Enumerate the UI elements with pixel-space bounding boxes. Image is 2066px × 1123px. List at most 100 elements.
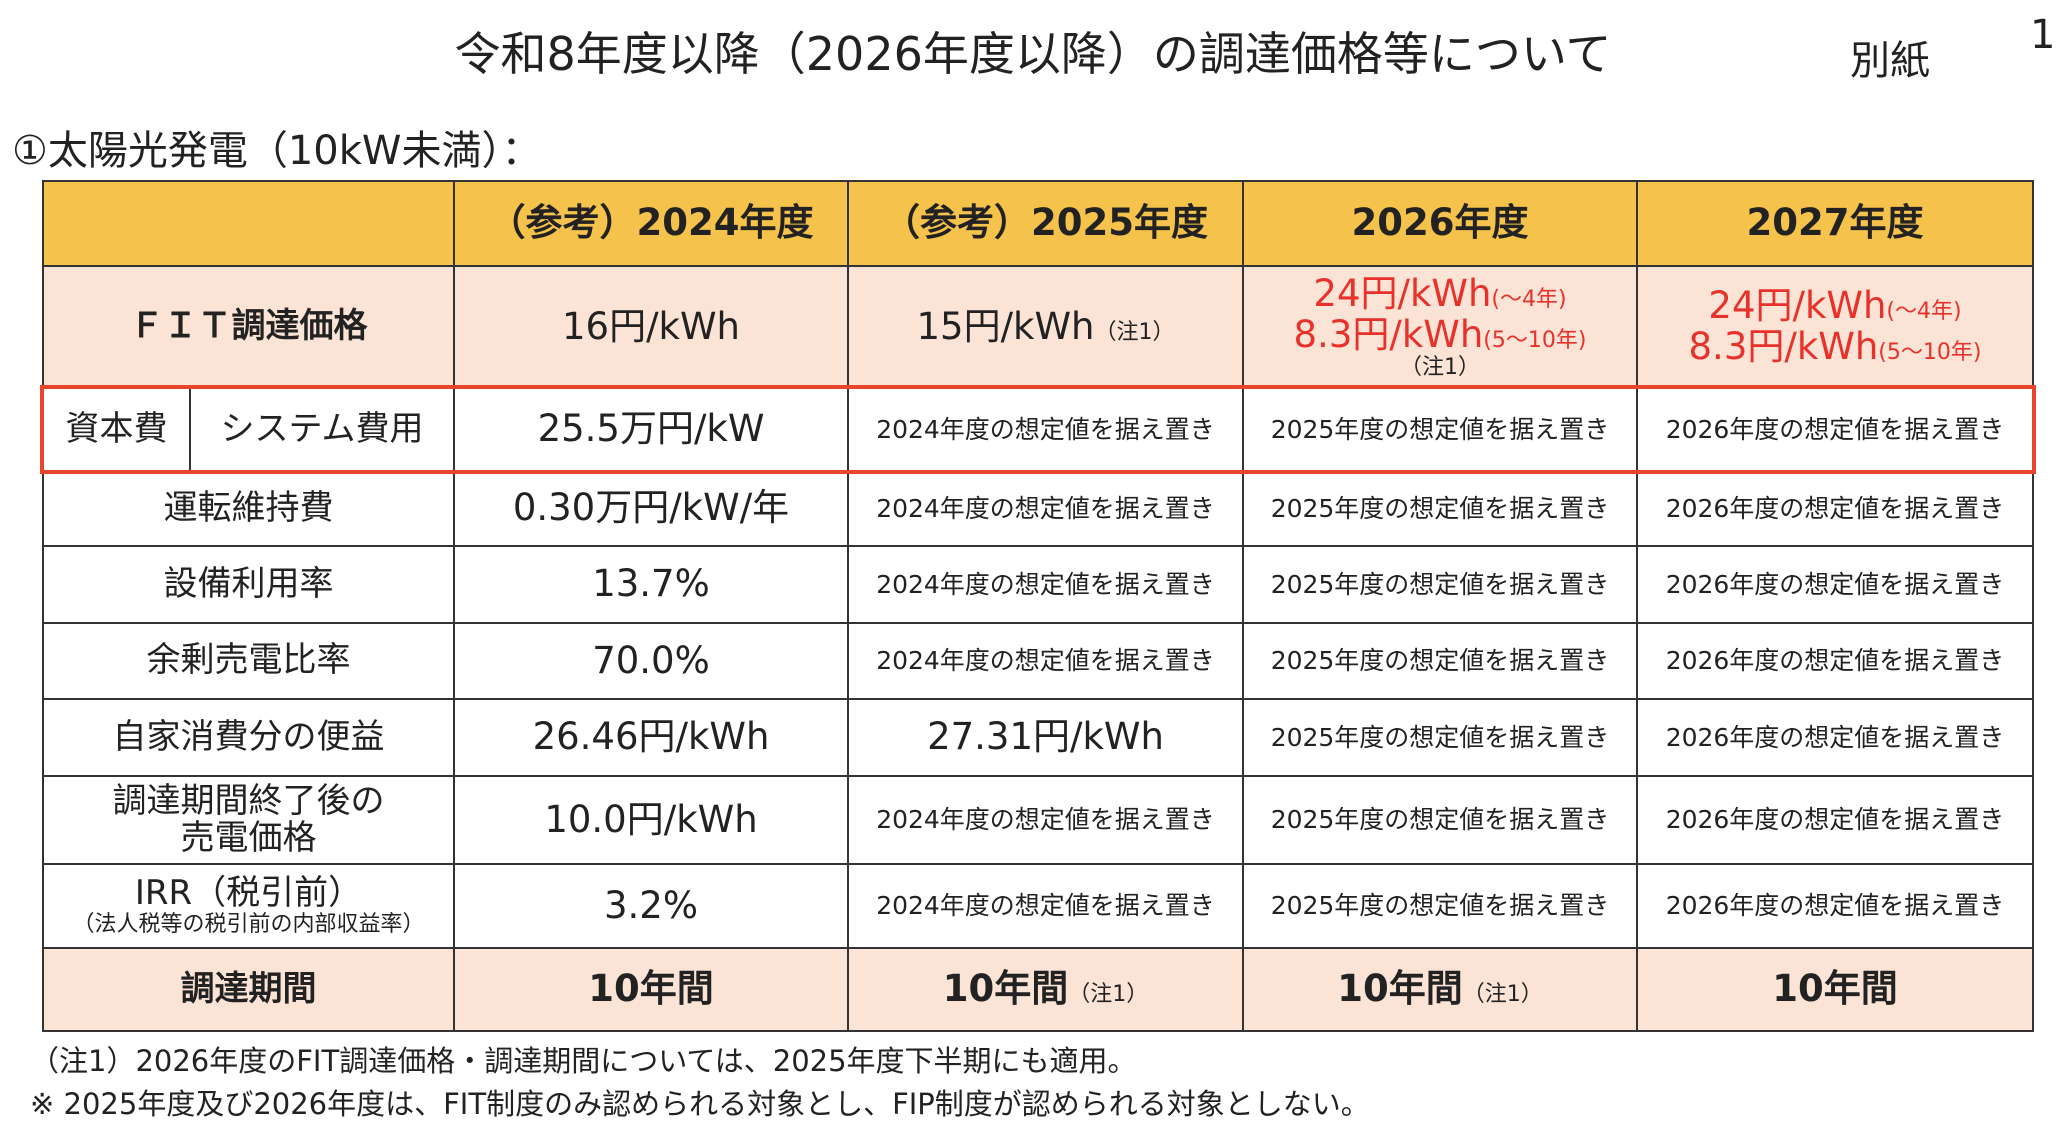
value-cell: 0.30万円/kW/年 <box>453 470 849 547</box>
cell-text: 10年間 <box>1337 967 1463 1011</box>
cell-note: （注1） <box>1400 354 1480 380</box>
cell-text: 10年間 <box>1772 967 1898 1011</box>
cell-text: 0.30万円/kW/年 <box>512 486 790 530</box>
label-text: 調達期間 <box>180 968 317 1009</box>
value-cell: 15円/kWh（注1） <box>847 265 1244 389</box>
label-text: 資本費 <box>65 408 168 449</box>
period: (5～10年) <box>1483 327 1587 353</box>
value-cell: 2026年度の想定値を据え置き <box>1636 775 2034 865</box>
period: (5～10年) <box>1878 340 1982 365</box>
cell-text: 2024年度の想定値を据え置き <box>876 646 1215 676</box>
period: (～4年) <box>1491 287 1567 313</box>
value-cell: 2024年度の想定値を据え置き <box>847 775 1244 865</box>
cell-text: 2026年度の想定値を据え置き <box>1665 569 2005 599</box>
cell-text: 10年間 <box>942 967 1069 1011</box>
value-cell: 70.0% <box>453 622 849 700</box>
value-cell: 16円/kWh <box>453 265 849 389</box>
table-row: IRR（税引前） （法人税等の税引前の内部収益率） 3.2% 2024年度の想定値を据… <box>42 863 2034 949</box>
row-sublabel: システム費用 <box>189 387 455 472</box>
price: 24円/kWh <box>1313 272 1492 316</box>
label-text: 売電価格 <box>180 818 317 858</box>
table-row: 調達期間終了後の 売電価格 10.0円/kWh 2024年度の想定値を据え置き 2025… <box>42 775 2034 865</box>
row-label: 設備利用率 <box>42 545 455 624</box>
value-cell: 24円/kWh(～4年) 8.3円/kWh(5～10年) <box>1636 265 2034 389</box>
page-number: 1 <box>2030 12 2056 58</box>
label-text: ＦＩＴ調達価格 <box>129 306 368 347</box>
cell-text: 2025年度の想定値を据え置き <box>1270 805 1610 835</box>
column-header: （参考）2025年度 <box>847 180 1244 267</box>
highlight-box <box>40 385 2036 474</box>
row-label: ＦＩＴ調達価格 <box>42 265 455 389</box>
cell-note: （注1） <box>1462 982 1543 1008</box>
cell-text: 2024年度の想定値を据え置き <box>876 493 1215 523</box>
value-cell: 2026年度の想定値を据え置き <box>1636 387 2034 472</box>
price-line: 8.3円/kWh(5～10年) <box>1244 312 1636 356</box>
value-cell: 2025年度の想定値を据え置き <box>1242 470 1638 547</box>
cell-text: 10.0円/kWh <box>544 797 758 841</box>
cell-text: 2024年度の想定値を据え置き <box>876 805 1215 835</box>
price-line: 8.3円/kWh(5～10年) <box>1638 326 2032 368</box>
column-header: （参考）2024年度 <box>453 180 849 267</box>
value-cell: 2026年度の想定値を据え置き <box>1636 470 2034 547</box>
value-cell: 25.5万円/kW <box>453 387 849 472</box>
footnote: （注1）2026年度のFIT調達価格・調達期間については、2025年度下半期にも… <box>30 1044 1137 1078</box>
value-cell: 2024年度の想定値を据え置き <box>847 545 1244 624</box>
value-cell: 2025年度の想定値を据え置き <box>1242 698 1638 777</box>
value-cell: 27.31円/kWh <box>847 698 1244 777</box>
table-row: 調達期間 10年間 10年間（注1） 10年間（注1） 10年間 <box>42 947 2034 1032</box>
value-cell: 3.2% <box>453 863 849 949</box>
price-line: 24円/kWh(～4年) <box>1638 284 2032 328</box>
cell-text: 2026年度の想定値を据え置き <box>1665 646 2005 676</box>
value-cell: 10.0円/kWh <box>453 775 849 865</box>
cell-text: 26.46円/kWh <box>532 715 770 759</box>
cell-note: （注1） <box>1068 982 1149 1008</box>
label-text: IRR（税引前） <box>134 873 363 914</box>
cell-text: 2025年度の想定値を据え置き <box>1270 646 1610 676</box>
column-header: 2027年度 <box>1636 180 2034 267</box>
column-header: 2026年度 <box>1242 180 1638 267</box>
cell-text: 2025年度の想定値を据え置き <box>1270 722 1610 752</box>
value-cell: 2026年度の想定値を据え置き <box>1636 698 2034 777</box>
cell-text: 2026年度の想定値を据え置き <box>1665 891 2005 921</box>
label-text: 余剰売電比率 <box>146 640 351 681</box>
price: 8.3円/kWh <box>1293 312 1484 356</box>
label-text: システム費用 <box>220 408 424 449</box>
cell-text: 2024年度の想定値を据え置き <box>876 891 1215 921</box>
value-cell: 2024年度の想定値を据え置き <box>847 470 1244 547</box>
cell-text: 15円/kWh <box>916 304 1095 348</box>
cell-text: 27.31円/kWh <box>927 715 1164 759</box>
label-text: 調達期間終了後の <box>112 780 385 821</box>
row-label: 調達期間終了後の 売電価格 <box>42 775 455 865</box>
value-cell: 2024年度の想定値を据え置き <box>847 622 1244 700</box>
label-text: 自家消費分の便益 <box>112 716 385 757</box>
title: 令和8年度以降（2026年度以降）の調達価格等について <box>454 27 1612 81</box>
value-cell: 2026年度の想定値を据え置き <box>1636 863 2034 949</box>
cell-text: 25.5万円/kW <box>537 407 765 451</box>
cell-text: 3.2% <box>604 883 698 927</box>
price: 24円/kWh <box>1708 284 1887 328</box>
cell-text: 16円/kWh <box>561 304 740 348</box>
label-text: 運転維持費 <box>163 487 334 528</box>
cell-text: 2026年度の想定値を据え置き <box>1665 805 2005 835</box>
row-label: 資本費 <box>42 387 191 472</box>
row-label: 調達期間 <box>42 947 455 1032</box>
cell-text: 2024年度の想定値を据え置き <box>876 414 1215 444</box>
value-cell: 13.7% <box>453 545 849 624</box>
value-cell: 24円/kWh(～4年) 8.3円/kWh(5～10年) （注1） <box>1242 265 1638 389</box>
cell-text: 2026年度の想定値を据え置き <box>1665 493 2005 523</box>
cell-text: 2025年度の想定値を据え置き <box>1270 493 1610 523</box>
value-cell: 2025年度の想定値を据え置き <box>1242 545 1638 624</box>
table-row: ＦＩＴ調達価格 16円/kWh 15円/kWh（注1） 24円/kWh(～4年) 8.3… <box>42 265 2034 389</box>
cell-text: 2025年度の想定値を据え置き <box>1270 891 1610 921</box>
cell-text: 2025年度の想定値を据え置き <box>1270 414 1610 444</box>
table-row: 余剰売電比率 70.0% 2024年度の想定値を据え置き 2025年度の想定値を据え置… <box>42 622 2034 700</box>
cell-text: 13.7% <box>592 562 710 606</box>
label-note: （法人税等の税引前の内部収益率） <box>72 911 425 937</box>
value-cell: 10年間（注1） <box>847 947 1244 1032</box>
value-cell: 2024年度の想定値を据え置き <box>847 863 1244 949</box>
price-table: （参考）2024年度 （参考）2025年度 2026年度 2027年度 ＦＩＴ調達価格 1… <box>42 180 2034 1032</box>
row-label: IRR（税引前） （法人税等の税引前の内部収益率） <box>42 863 455 949</box>
footnote: ※ 2025年度及び2026年度は、FIT制度のみ認められる対象とし、FIP制度… <box>30 1087 1370 1121</box>
cell-note: （注1） <box>1094 319 1175 345</box>
